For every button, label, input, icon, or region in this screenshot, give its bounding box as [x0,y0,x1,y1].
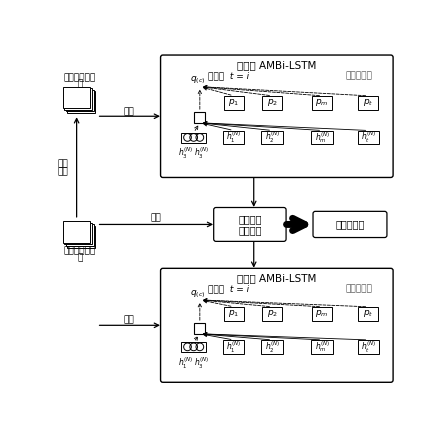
Text: $p_2$: $p_2$ [267,97,278,108]
Text: 生成器 AMBi-LSTM: 生成器 AMBi-LSTM [237,60,317,70]
Bar [181,133,206,143]
Text: $h_2^{(N)}$: $h_2^{(N)}$ [265,339,280,355]
Text: $q_{(c)}$: $q_{(c)}$ [190,288,206,300]
Text: $h_t^{(N)}$: $h_t^{(N)}$ [361,339,376,355]
Bar [63,221,91,243]
Text: 输入: 输入 [150,214,161,223]
Text: 注意力机制: 注意力机制 [345,284,372,294]
FancyBboxPatch shape [161,268,393,382]
Text: 重建损失: 重建损失 [238,214,262,224]
Bar [66,224,94,246]
Bar [181,342,206,352]
Text: 样本训练数据: 样本训练数据 [63,246,96,255]
Text: $h_m^{(N)}$: $h_m^{(N)}$ [315,130,330,145]
Text: 集: 集 [77,253,83,262]
Text: 输入: 输入 [123,107,135,116]
Bar [224,96,244,110]
Bar [358,307,378,321]
Text: $h_1^{(N)}$: $h_1^{(N)}$ [226,130,242,145]
Text: 鉴别器损失: 鉴别器损失 [335,220,365,229]
Bar [262,307,282,321]
Bar [312,96,332,110]
Bar [312,307,332,321]
Text: $h_2^{(N)}$: $h_2^{(N)}$ [265,130,280,145]
Text: 映射: 映射 [57,167,68,176]
Bar [312,130,333,144]
Bar [358,340,379,354]
Text: $h_m^{(N)}$: $h_m^{(N)}$ [315,339,330,354]
Bar [64,88,92,110]
FancyBboxPatch shape [313,211,387,238]
Text: 集: 集 [77,80,83,89]
Bar [194,323,205,334]
Text: $p_1$: $p_1$ [228,97,239,108]
Text: $h_3^{(N)}$: $h_3^{(N)}$ [194,146,209,162]
Text: 反向: 反向 [57,159,68,168]
Text: $p_t$: $p_t$ [363,308,374,319]
Bar [358,130,379,144]
Text: $p_2$: $p_2$ [267,308,278,319]
Text: 解码器  t = i: 解码器 t = i [208,284,249,294]
Text: 解码器  t = i: 解码器 t = i [208,71,249,81]
Bar [63,87,91,108]
Text: 鉴别损失: 鉴别损失 [238,225,262,235]
Text: $p_m$: $p_m$ [316,308,329,319]
Bar [262,96,282,110]
Bar [262,130,283,144]
FancyBboxPatch shape [214,207,286,241]
Bar [224,307,244,321]
Bar [64,223,92,245]
Text: $q_{(c)}$: $q_{(c)}$ [190,74,206,86]
Text: $h_t^{(N)}$: $h_t^{(N)}$ [361,130,376,145]
Bar [312,340,333,354]
Text: 鉴别器 AMBi-LSTM: 鉴别器 AMBi-LSTM [237,273,317,283]
Bar [67,226,95,248]
Text: $p_t$: $p_t$ [363,97,374,108]
Bar [67,91,95,113]
Text: $p_m$: $p_m$ [316,97,329,108]
Bar [223,340,245,354]
Text: $h_3^{(N)}$: $h_3^{(N)}$ [194,355,209,371]
Text: 随机潜在数据: 随机潜在数据 [63,73,96,82]
Bar [194,112,205,123]
Bar [66,90,94,111]
Text: 输入: 输入 [123,315,135,324]
Text: $h_1^{(N)}$: $h_1^{(N)}$ [178,355,194,371]
FancyBboxPatch shape [161,55,393,178]
Text: $h_3^{(N)}$: $h_3^{(N)}$ [178,146,194,162]
Text: $h_1^{(N)}$: $h_1^{(N)}$ [226,339,242,355]
Bar [358,96,378,110]
Text: 注意力机制: 注意力机制 [345,71,372,81]
Bar [262,340,283,354]
Bar [223,130,245,144]
Text: $p_1$: $p_1$ [228,308,239,319]
